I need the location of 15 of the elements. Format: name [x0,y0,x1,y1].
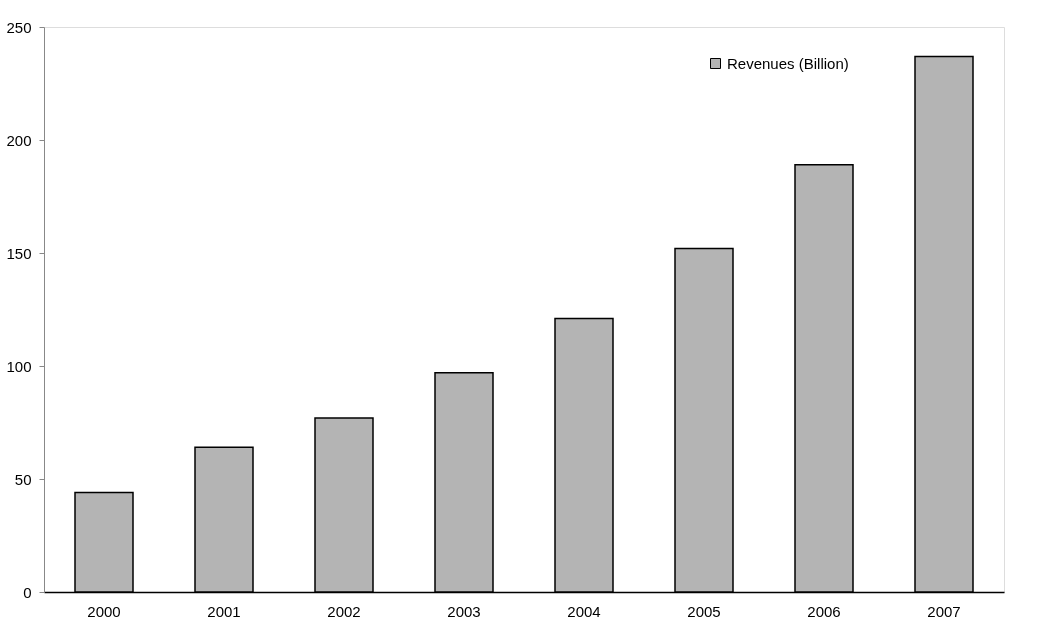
y-tick-label: 150 [6,244,32,262]
x-tick-label: 2003 [447,602,481,620]
x-tick-label: 2007 [927,602,961,620]
y-tick-label: 250 [6,18,32,36]
x-tick-label: 2004 [567,602,601,620]
legend-label: Revenues (Billion) [727,54,849,72]
x-tick-label: 2005 [687,602,721,620]
x-tick-label: 2001 [207,602,241,620]
y-tick-label: 200 [6,131,32,149]
x-tick-label: 2000 [87,602,121,620]
y-tick-label: 50 [14,470,32,488]
y-tick-label: 0 [23,583,32,601]
x-tick-label: 2002 [327,602,361,620]
x-tick-label: 2006 [807,602,841,620]
y-tick-label: 100 [6,357,32,375]
